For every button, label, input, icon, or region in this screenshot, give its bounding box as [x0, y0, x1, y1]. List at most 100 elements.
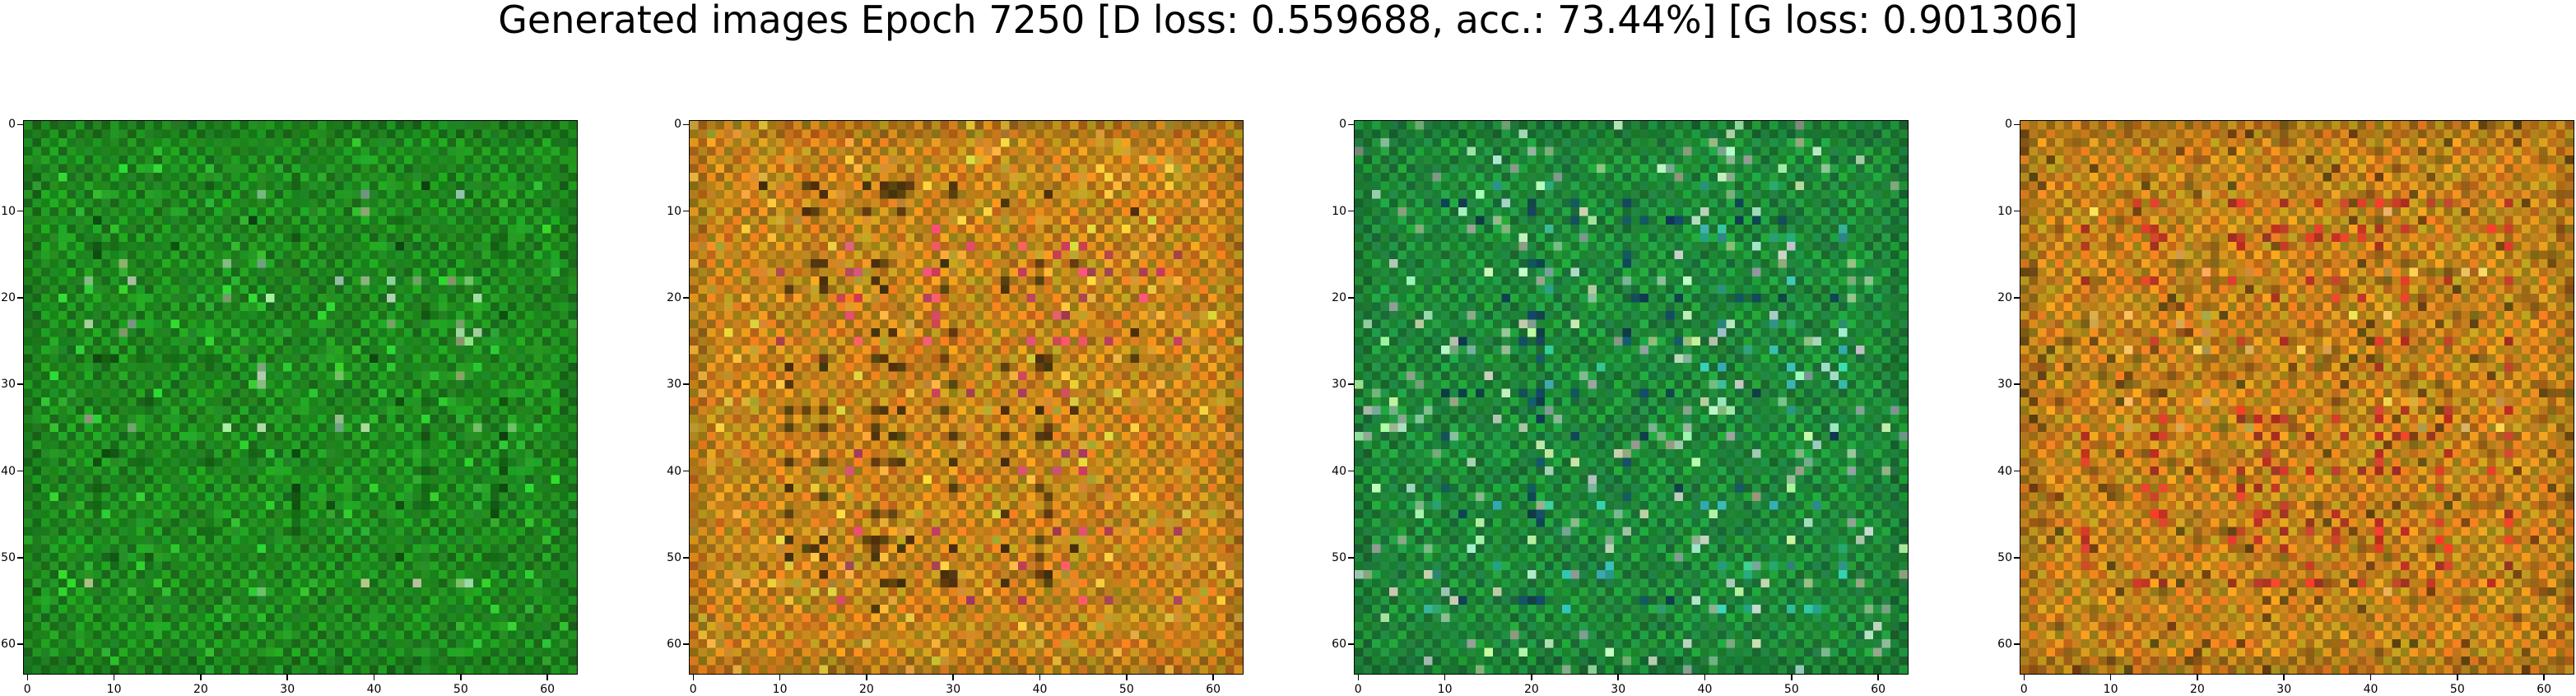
x-tick-label: 30 [1611, 683, 1626, 696]
x-tick-label: 30 [2276, 683, 2292, 696]
y-tick-label: 0 [1339, 118, 1346, 132]
y-tick [2014, 643, 2020, 645]
generated-image-3 [1354, 120, 1909, 675]
x-tick [1877, 675, 1879, 680]
x-tick-label: 50 [1118, 683, 1134, 696]
x-tick [2197, 675, 2198, 680]
y-tick-label: 10 [1, 204, 16, 218]
x-tick-label: 60 [540, 683, 556, 696]
x-tick [2109, 675, 2112, 680]
y-tick [2014, 470, 2020, 472]
generated-image-4 [2020, 120, 2574, 675]
y-tick-label: 40 [667, 464, 681, 478]
x-tick-label: 40 [366, 683, 382, 696]
y-tick-label: 30 [1332, 378, 1346, 392]
x-tick-label: 0 [2020, 683, 2028, 696]
x-tick-label: 10 [772, 683, 788, 696]
y-tick [2014, 383, 2020, 385]
x-tick-label: 60 [1871, 683, 1886, 696]
x-tick [2023, 675, 2025, 680]
y-tick [683, 557, 689, 559]
x-tick [1791, 675, 1793, 680]
x-tick [1617, 675, 1619, 680]
generated-image-3-pixels [1355, 121, 1908, 674]
y-tick [1348, 557, 1354, 559]
x-tick [2543, 675, 2545, 680]
y-tick-label: 40 [1997, 464, 2012, 478]
x-tick [460, 675, 462, 680]
generated-image-1-pixels [24, 121, 577, 674]
x-tick [1444, 675, 1446, 680]
y-tick-label: 50 [667, 550, 681, 564]
y-tick-label: 0 [2005, 118, 2012, 132]
generated-image-4-panel: 0 0 10 10 20 20 30 30 40 40 50 50 60 60 [1997, 118, 2574, 696]
y-tick [1348, 210, 1354, 212]
y-tick-label: 50 [1332, 550, 1346, 564]
x-tick-label: 0 [23, 683, 31, 696]
x-tick [2283, 675, 2285, 680]
y-tick [17, 123, 23, 126]
y-tick [683, 470, 689, 472]
y-tick-label: 0 [674, 118, 681, 132]
y-tick-label: 20 [1, 290, 16, 304]
y-tick [17, 470, 23, 472]
y-tick-label: 60 [1997, 638, 2012, 652]
generated-image-1 [23, 120, 578, 675]
x-tick-label: 50 [2449, 683, 2465, 696]
y-tick [683, 383, 689, 385]
y-tick [17, 383, 23, 385]
x-tick [113, 675, 115, 680]
y-tick-label: 50 [1997, 550, 2012, 564]
y-tick [1348, 643, 1354, 645]
x-tick-label: 60 [1206, 683, 1221, 696]
x-tick-label: 20 [858, 683, 874, 696]
x-tick [779, 675, 781, 680]
y-tick-label: 0 [8, 118, 16, 132]
y-tick [17, 210, 23, 212]
y-tick-label: 40 [1332, 464, 1346, 478]
y-tick [17, 643, 23, 645]
y-tick [17, 557, 23, 559]
generated-image-4-pixels [2020, 121, 2574, 674]
x-tick-label: 10 [1437, 683, 1453, 696]
x-tick-label: 40 [2363, 683, 2378, 696]
x-tick [26, 675, 29, 680]
x-tick [1212, 675, 1214, 680]
y-tick-label: 60 [1, 638, 16, 652]
x-tick-label: 0 [689, 683, 697, 696]
y-tick-label: 10 [1332, 204, 1346, 218]
y-tick [17, 297, 23, 299]
generated-image-2-pixels [690, 121, 1243, 674]
x-tick [1039, 675, 1041, 680]
x-tick [1126, 675, 1128, 680]
y-tick [1348, 383, 1354, 385]
x-tick-label: 30 [280, 683, 295, 696]
x-tick [2369, 675, 2372, 680]
y-tick [1348, 297, 1354, 299]
y-tick-label: 40 [1, 464, 16, 478]
generated-image-2 [689, 120, 1244, 675]
x-tick-label: 10 [106, 683, 122, 696]
x-tick-label: 20 [1523, 683, 1539, 696]
x-tick-label: 50 [453, 683, 468, 696]
x-tick [692, 675, 695, 680]
x-tick-label: 20 [2189, 683, 2205, 696]
x-tick [1357, 675, 1360, 680]
x-tick-label: 60 [2536, 683, 2552, 696]
y-tick-label: 20 [667, 290, 681, 304]
generated-image-1-panel: 0 0 10 10 20 20 30 30 40 40 50 50 60 60 [1, 118, 578, 696]
y-tick-label: 60 [667, 638, 681, 652]
x-tick-label: 40 [1697, 683, 1713, 696]
y-tick-label: 30 [667, 378, 681, 392]
generated-image-3-panel: 0 0 10 10 20 20 30 30 40 40 50 50 60 60 [1332, 118, 1909, 696]
generated-image-2-panel: 0 0 10 10 20 20 30 30 40 40 50 50 60 60 [667, 118, 1244, 696]
y-tick [2014, 210, 2020, 212]
y-tick [2014, 557, 2020, 559]
x-tick [866, 675, 867, 680]
x-tick [1531, 675, 1532, 680]
y-tick [683, 123, 689, 126]
y-tick [683, 210, 689, 212]
y-tick-label: 10 [667, 204, 681, 218]
x-tick-label: 40 [1032, 683, 1048, 696]
x-tick [952, 675, 954, 680]
